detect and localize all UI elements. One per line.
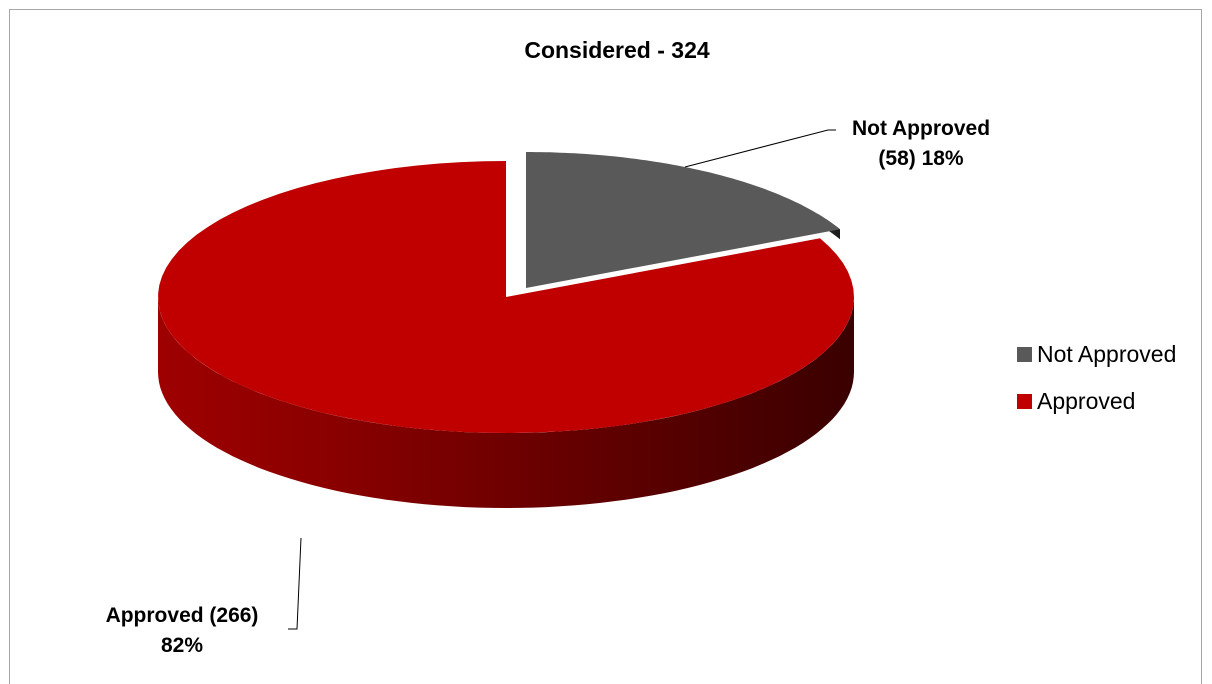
legend-label-not-approved: Not Approved (1037, 341, 1176, 367)
legend-label-approved: Approved (1037, 388, 1135, 414)
not-approved-slice (526, 152, 840, 288)
not-approved-leader-line (684, 129, 836, 168)
legend: Not Approved Approved (1017, 341, 1176, 414)
approved-leader-line (288, 537, 302, 630)
chart-title: Considered - 324 (524, 37, 710, 63)
pie-plot (158, 152, 855, 508)
not-approved-label-line1: Not Approved (852, 117, 990, 140)
not-approved-label-line2: (58) 18% (878, 147, 964, 170)
approved-slice-side (158, 297, 854, 508)
legend-swatch-approved (1017, 394, 1032, 409)
legend-swatch-not-approved (1017, 347, 1032, 362)
approved-label-line1: Approved (266) (106, 604, 259, 627)
approved-label-line2: 82% (161, 634, 203, 657)
approved-slice (158, 161, 855, 433)
